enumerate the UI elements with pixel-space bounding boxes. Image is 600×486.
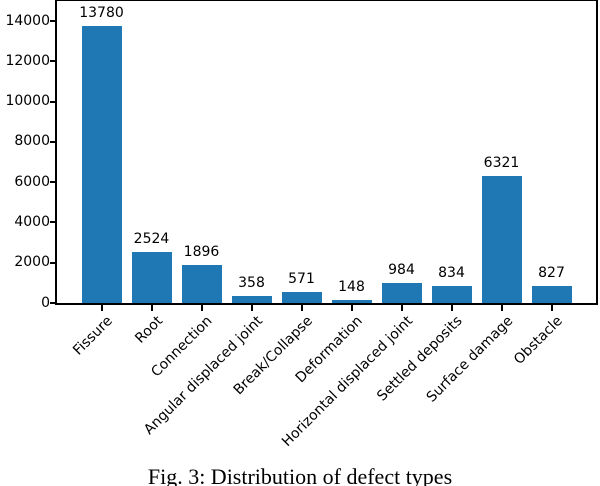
y-tick-mark — [50, 181, 57, 184]
x-tick-mark — [450, 305, 453, 311]
bar — [81, 25, 122, 303]
x-axis-tick-label: Root — [132, 313, 166, 347]
bar — [431, 286, 472, 303]
bar-value-label: 2524 — [133, 231, 170, 248]
y-axis-tick-label: 2000 — [14, 254, 50, 271]
bar — [481, 175, 522, 303]
x-tick-mark — [200, 305, 203, 311]
y-axis-tick-label: 4000 — [14, 213, 50, 230]
x-tick-mark — [550, 305, 553, 311]
bar — [131, 252, 172, 303]
x-tick-mark — [250, 305, 253, 311]
y-tick-mark — [50, 60, 57, 63]
figure-caption: Fig. 3: Distribution of defect types — [147, 464, 453, 486]
x-axis-tick-label: Settled deposits — [374, 313, 466, 405]
bar — [531, 286, 572, 303]
bar-value-label: 1896 — [183, 243, 220, 260]
y-axis-tick-label: 10000 — [5, 93, 50, 110]
bar-value-label: 148 — [338, 279, 365, 296]
bar-value-label: 834 — [438, 265, 465, 282]
y-tick-mark — [50, 302, 57, 304]
bar-value-label: 6321 — [483, 154, 520, 171]
bar-value-label: 13780 — [79, 4, 124, 21]
x-axis-tick-label: Fissure — [70, 313, 116, 359]
y-axis-tick-label: 0 — [41, 294, 50, 311]
y-axis-tick-label: 8000 — [14, 133, 50, 150]
bar — [281, 291, 322, 303]
x-axis-tick-label: Obstacle — [511, 313, 566, 368]
y-tick-mark — [50, 221, 57, 224]
y-tick-mark — [50, 261, 57, 264]
x-tick-mark — [350, 305, 353, 311]
bar — [231, 295, 272, 303]
y-tick-mark — [50, 20, 57, 23]
bar-value-label: 358 — [238, 274, 265, 291]
bar-value-label: 571 — [288, 270, 315, 287]
bar — [181, 264, 222, 303]
y-axis-tick-label: 14000 — [5, 12, 50, 29]
bar-value-label: 827 — [538, 265, 565, 282]
x-tick-mark — [400, 305, 403, 311]
bar-value-label: 984 — [388, 262, 415, 279]
x-tick-mark — [100, 305, 103, 311]
y-tick-mark — [50, 140, 57, 143]
y-axis-tick-label: 6000 — [14, 173, 50, 190]
x-tick-mark — [150, 305, 153, 311]
y-axis-tick-label: 12000 — [5, 52, 50, 69]
bar — [331, 300, 372, 303]
x-tick-mark — [300, 305, 303, 311]
plot-area — [55, 0, 598, 305]
x-axis-tick-label: Surface damage — [423, 313, 516, 406]
bar — [381, 283, 422, 303]
x-tick-mark — [500, 305, 503, 311]
y-tick-mark — [50, 100, 57, 103]
